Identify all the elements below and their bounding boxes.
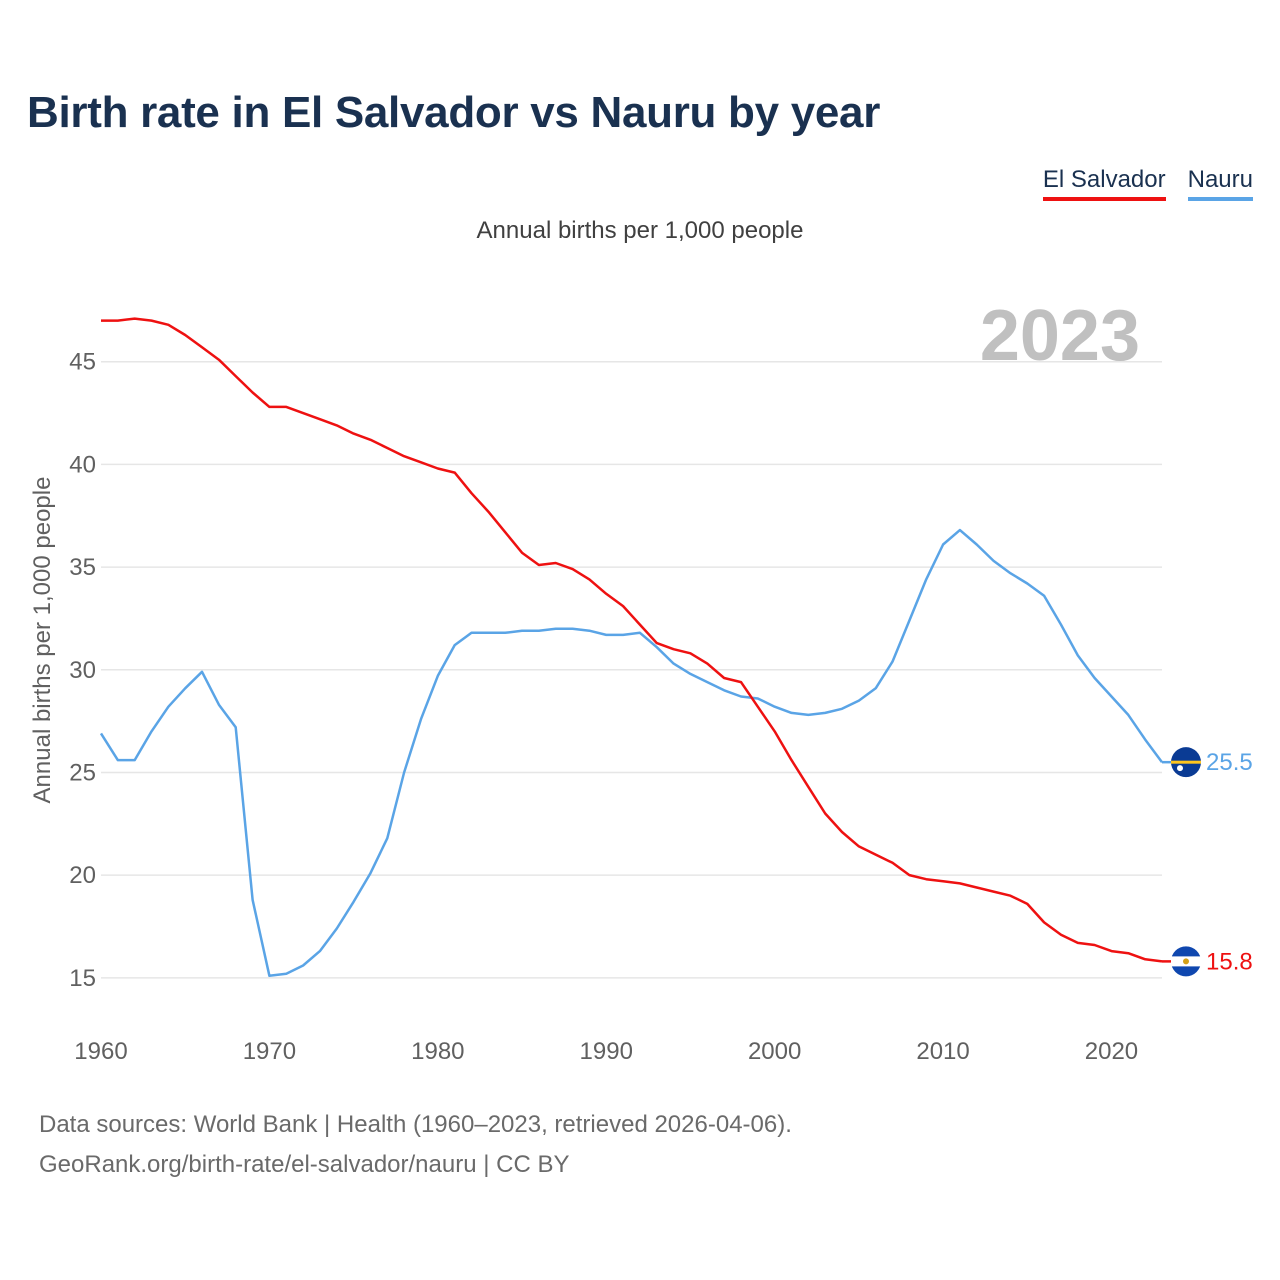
- series-end-markers: 25.5 15.8: [1171, 747, 1253, 977]
- nauru-flag-icon: [1171, 747, 1201, 778]
- end-label-el-salvador: 15.8: [1206, 948, 1253, 975]
- x-tick-label: 2000: [748, 1038, 801, 1065]
- gridlines: [101, 360, 1162, 979]
- series-line-el-salvador: [101, 317, 1163, 963]
- footer-sources: Data sources: World Bank | Health (1960–…: [39, 1111, 792, 1138]
- chart-title: Birth rate in El Salvador vs Nauru by ye…: [27, 88, 881, 137]
- y-axis-ticks: 15 20 25 30 35 40 45: [69, 349, 96, 992]
- y-tick-label: 40: [69, 451, 96, 478]
- y-tick-label: 45: [69, 349, 96, 376]
- legend: El Salvador Nauru: [1042, 166, 1253, 201]
- legend-item-nauru[interactable]: Nauru: [1187, 166, 1253, 201]
- x-tick-label: 1980: [411, 1038, 464, 1065]
- y-tick-label: 35: [69, 554, 96, 581]
- y-tick-label: 30: [69, 657, 96, 684]
- legend-item-el-salvador[interactable]: El Salvador: [1042, 166, 1166, 201]
- x-tick-label: 2020: [1085, 1038, 1138, 1065]
- x-tick-label: 1970: [243, 1038, 296, 1065]
- x-tick-label: 2010: [916, 1038, 969, 1065]
- x-axis-ticks: 1960 1970 1980 1990 2000 2010 2020: [74, 1038, 1138, 1065]
- end-label-nauru: 25.5: [1206, 749, 1253, 776]
- x-tick-label: 1990: [580, 1038, 633, 1065]
- footer-credit: GeoRank.org/birth-rate/el-salvador/nauru…: [39, 1151, 570, 1178]
- y-tick-label: 25: [69, 759, 96, 786]
- el-salvador-flag-icon: [1171, 946, 1201, 977]
- y-axis-label: Annual births per 1,000 people: [29, 477, 56, 804]
- chart-subtitle: Annual births per 1,000 people: [476, 217, 804, 244]
- series-line-nauru: [99, 528, 1164, 978]
- year-watermark: 2023: [980, 296, 1140, 376]
- y-tick-label: 20: [69, 862, 96, 889]
- x-tick-label: 1960: [74, 1038, 127, 1065]
- y-tick-label: 15: [69, 965, 96, 992]
- footer: Data sources: World Bank | Health (1960–…: [39, 1105, 792, 1185]
- series-lines: [99, 317, 1171, 978]
